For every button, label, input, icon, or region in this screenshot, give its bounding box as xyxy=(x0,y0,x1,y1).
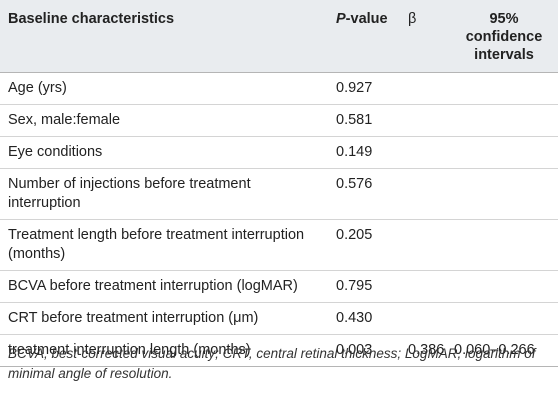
table-body: Age (yrs) 0.927 Sex, male:female 0.581 E… xyxy=(0,72,558,367)
table-row: Age (yrs) 0.927 xyxy=(0,72,558,105)
table-footnote: BCVA, best-corrected visual acuity; CRT,… xyxy=(8,346,536,381)
row-beta xyxy=(402,72,450,105)
row-label: Treatment length before treatment interr… xyxy=(0,219,330,271)
table-row: BCVA before treatment interruption (logM… xyxy=(0,270,558,303)
row-ci xyxy=(450,104,558,137)
row-beta xyxy=(402,219,450,271)
row-label: CRT before treatment interruption (μm) xyxy=(0,302,330,335)
row-beta: 0.386 xyxy=(402,334,450,367)
header-p-italic: P xyxy=(336,11,346,27)
row-p-value: 0.581 xyxy=(330,104,402,137)
row-ci: 0.060–0.266 xyxy=(450,334,558,367)
header-confidence-intervals: 95% confidence intervals xyxy=(450,0,558,73)
header-p-value: P-value xyxy=(330,0,402,73)
row-beta xyxy=(402,136,450,169)
table-header: Baseline characteristics P-value β 95% c… xyxy=(0,0,558,73)
row-label: Age (yrs) xyxy=(0,72,330,105)
header-characteristics: Baseline characteristics xyxy=(0,0,330,73)
row-label: treatment interruption length (months) xyxy=(0,334,330,367)
row-ci xyxy=(450,168,558,220)
header-row: Baseline characteristics P-value β 95% c… xyxy=(0,0,558,73)
row-beta xyxy=(402,270,450,303)
baseline-characteristics-table: Baseline characteristics P-value β 95% c… xyxy=(0,0,558,367)
header-beta: β xyxy=(402,0,450,73)
row-p-value: 0.430 xyxy=(330,302,402,335)
row-p-value: 0.205 xyxy=(330,219,402,271)
row-label: Eye conditions xyxy=(0,136,330,169)
row-label: Number of injections before treatment in… xyxy=(0,168,330,220)
table-row: treatment interruption length (months) 0… xyxy=(0,334,558,367)
row-beta xyxy=(402,168,450,220)
table-row: Number of injections before treatment in… xyxy=(0,168,558,220)
row-p-value: 0.149 xyxy=(330,136,402,169)
row-p-value: 0.576 xyxy=(330,168,402,220)
row-beta xyxy=(402,104,450,137)
row-ci xyxy=(450,302,558,335)
table-row: Sex, male:female 0.581 xyxy=(0,104,558,137)
row-p-value: 0.927 xyxy=(330,72,402,105)
row-beta xyxy=(402,302,450,335)
table-row: Eye conditions 0.149 xyxy=(0,136,558,169)
row-ci xyxy=(450,136,558,169)
row-ci xyxy=(450,72,558,105)
row-p-value: 0.795 xyxy=(330,270,402,303)
row-ci xyxy=(450,219,558,271)
row-p-value: 0.003 xyxy=(330,334,402,367)
table-row: CRT before treatment interruption (μm) 0… xyxy=(0,302,558,335)
row-label: Sex, male:female xyxy=(0,104,330,137)
header-p-rest: -value xyxy=(345,11,388,27)
row-label: BCVA before treatment interruption (logM… xyxy=(0,270,330,303)
row-ci xyxy=(450,270,558,303)
table-row: Treatment length before treatment interr… xyxy=(0,219,558,271)
